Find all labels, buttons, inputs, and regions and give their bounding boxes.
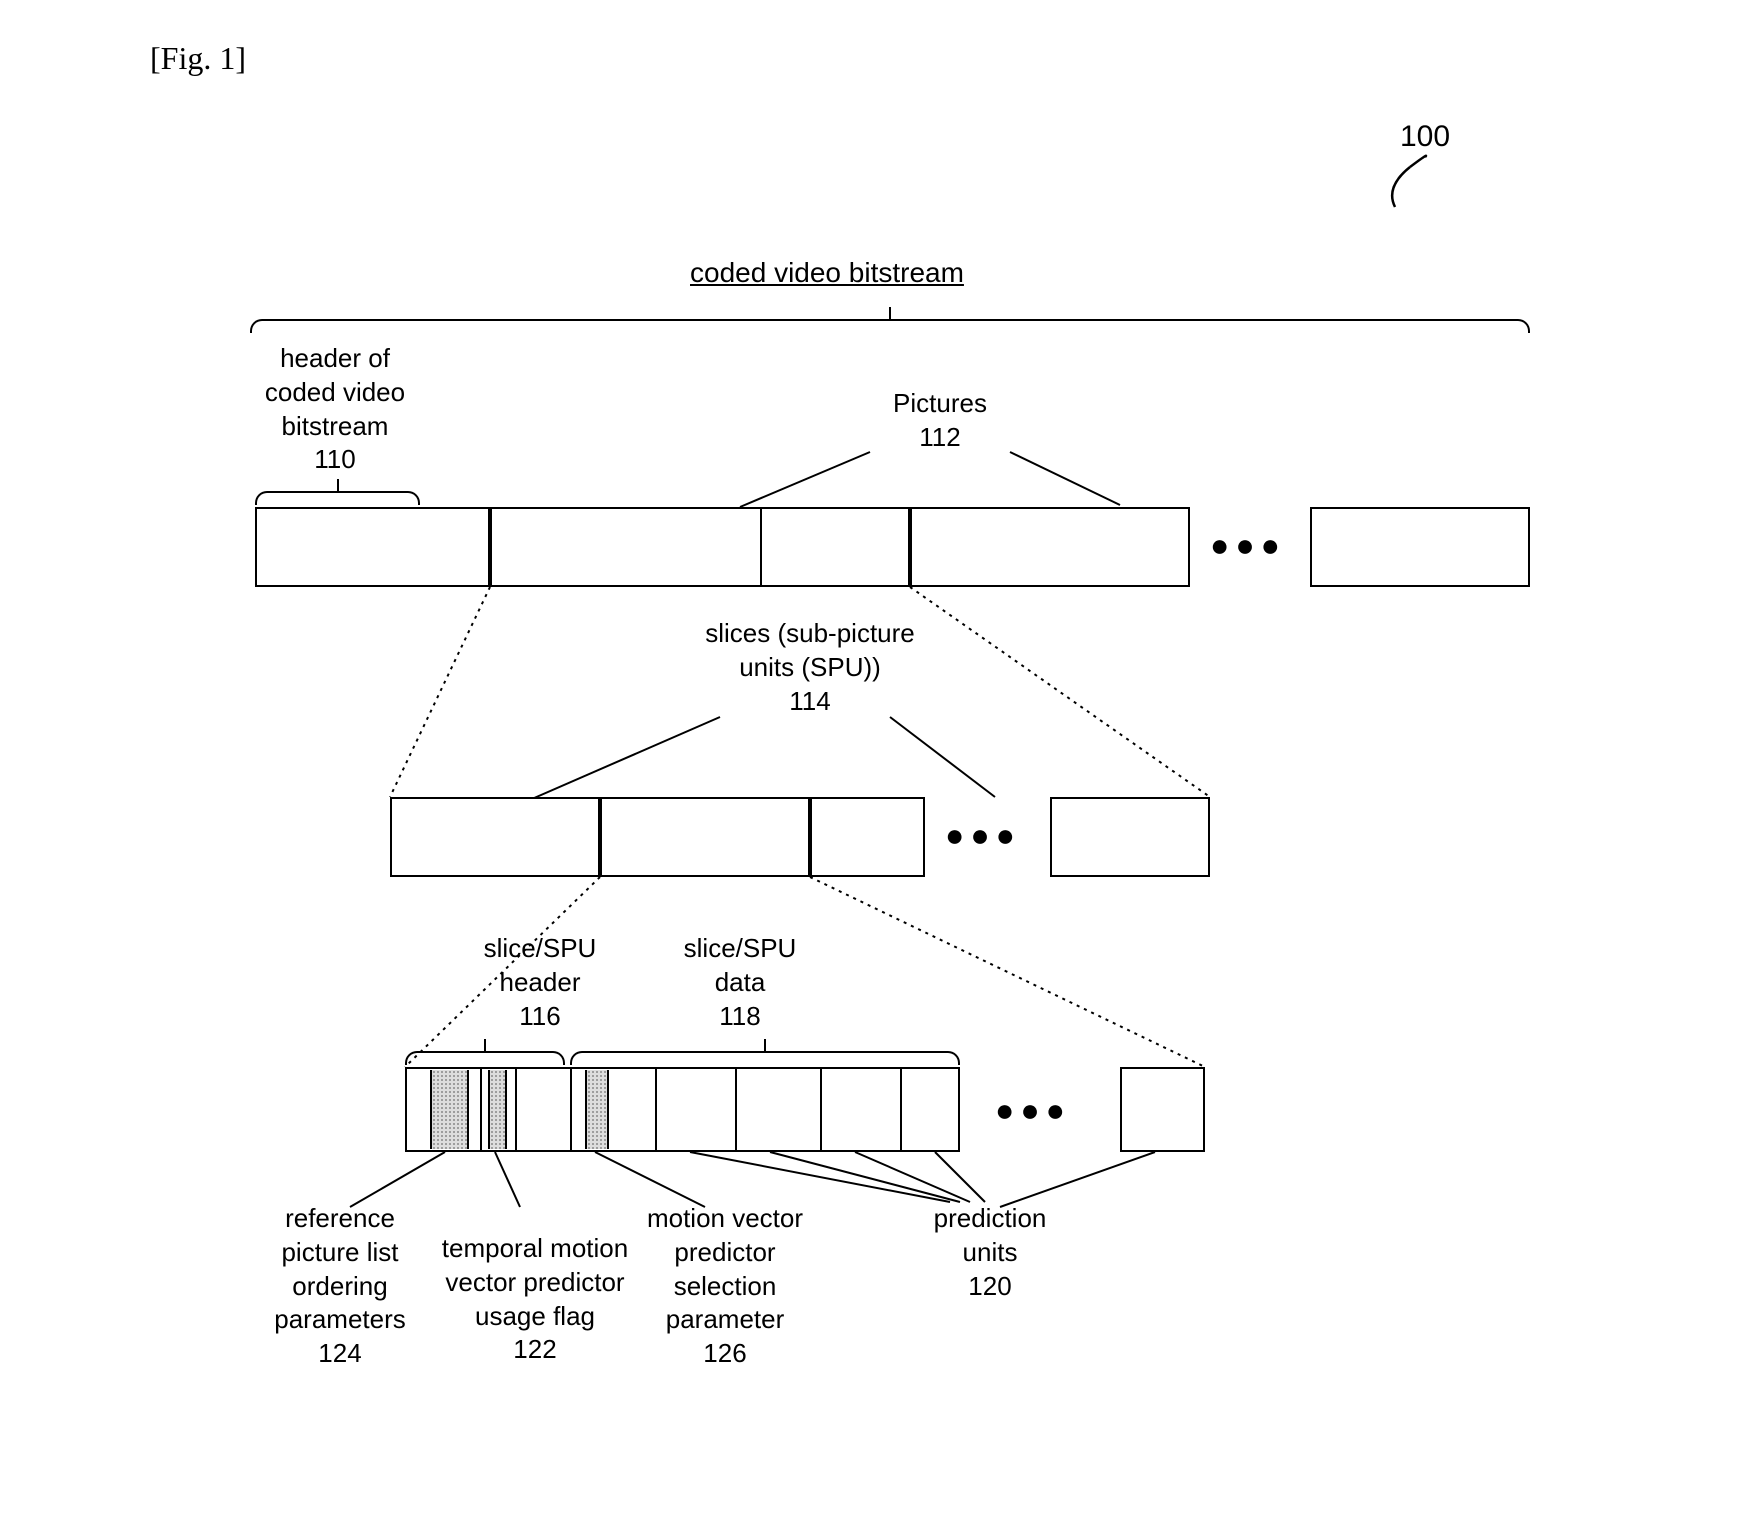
row3-div4 (655, 1067, 657, 1152)
label-pred-units: prediction units 120 (900, 1202, 1080, 1303)
row3-last (1120, 1067, 1205, 1152)
label-mvp-sel: motion vector predictor selection parame… (625, 1202, 825, 1371)
label-spu-data: slice/SPU data 118 (660, 932, 820, 1033)
row3-div5 (735, 1067, 737, 1152)
row3-div1 (480, 1067, 482, 1152)
row3-dots: ●●● (995, 1092, 1071, 1129)
label-pictures: Pictures 112 (850, 387, 1030, 455)
row1-pic1 (490, 507, 910, 587)
row3-seg-124 (430, 1070, 469, 1149)
row2-slice1 (390, 797, 600, 877)
row3-seg-122 (488, 1070, 507, 1149)
row3-seg-126 (585, 1070, 609, 1149)
ref-100: 100 (1400, 117, 1450, 156)
label-tmvp: temporal motion vector predictor usage f… (420, 1232, 650, 1367)
row2-slice3 (810, 797, 925, 877)
diagram-title: coded video bitstream (690, 257, 964, 289)
row3-div2 (515, 1067, 517, 1152)
row1-dots: ●●● (1210, 527, 1286, 564)
label-spu-header: slice/SPU header 116 (460, 932, 620, 1033)
row2-dots: ●●● (945, 817, 1021, 854)
row3-div7 (900, 1067, 902, 1152)
row3-div3 (570, 1067, 572, 1152)
row2-slice2 (600, 797, 810, 877)
row2-slice4 (1050, 797, 1210, 877)
bitstream-diagram: 100 coded video bitstream (130, 107, 1630, 1457)
row1-header-box (255, 507, 490, 587)
row1-pic2 (910, 507, 1190, 587)
row3-div6 (820, 1067, 822, 1152)
figure-caption: [Fig. 1] (150, 40, 1720, 77)
label-header: header of coded video bitstream 110 (245, 342, 425, 477)
row1-pic3 (1310, 507, 1530, 587)
label-ref-pic: reference picture list ordering paramete… (240, 1202, 440, 1371)
label-slices: slices (sub-picture units (SPU)) 114 (670, 617, 950, 718)
